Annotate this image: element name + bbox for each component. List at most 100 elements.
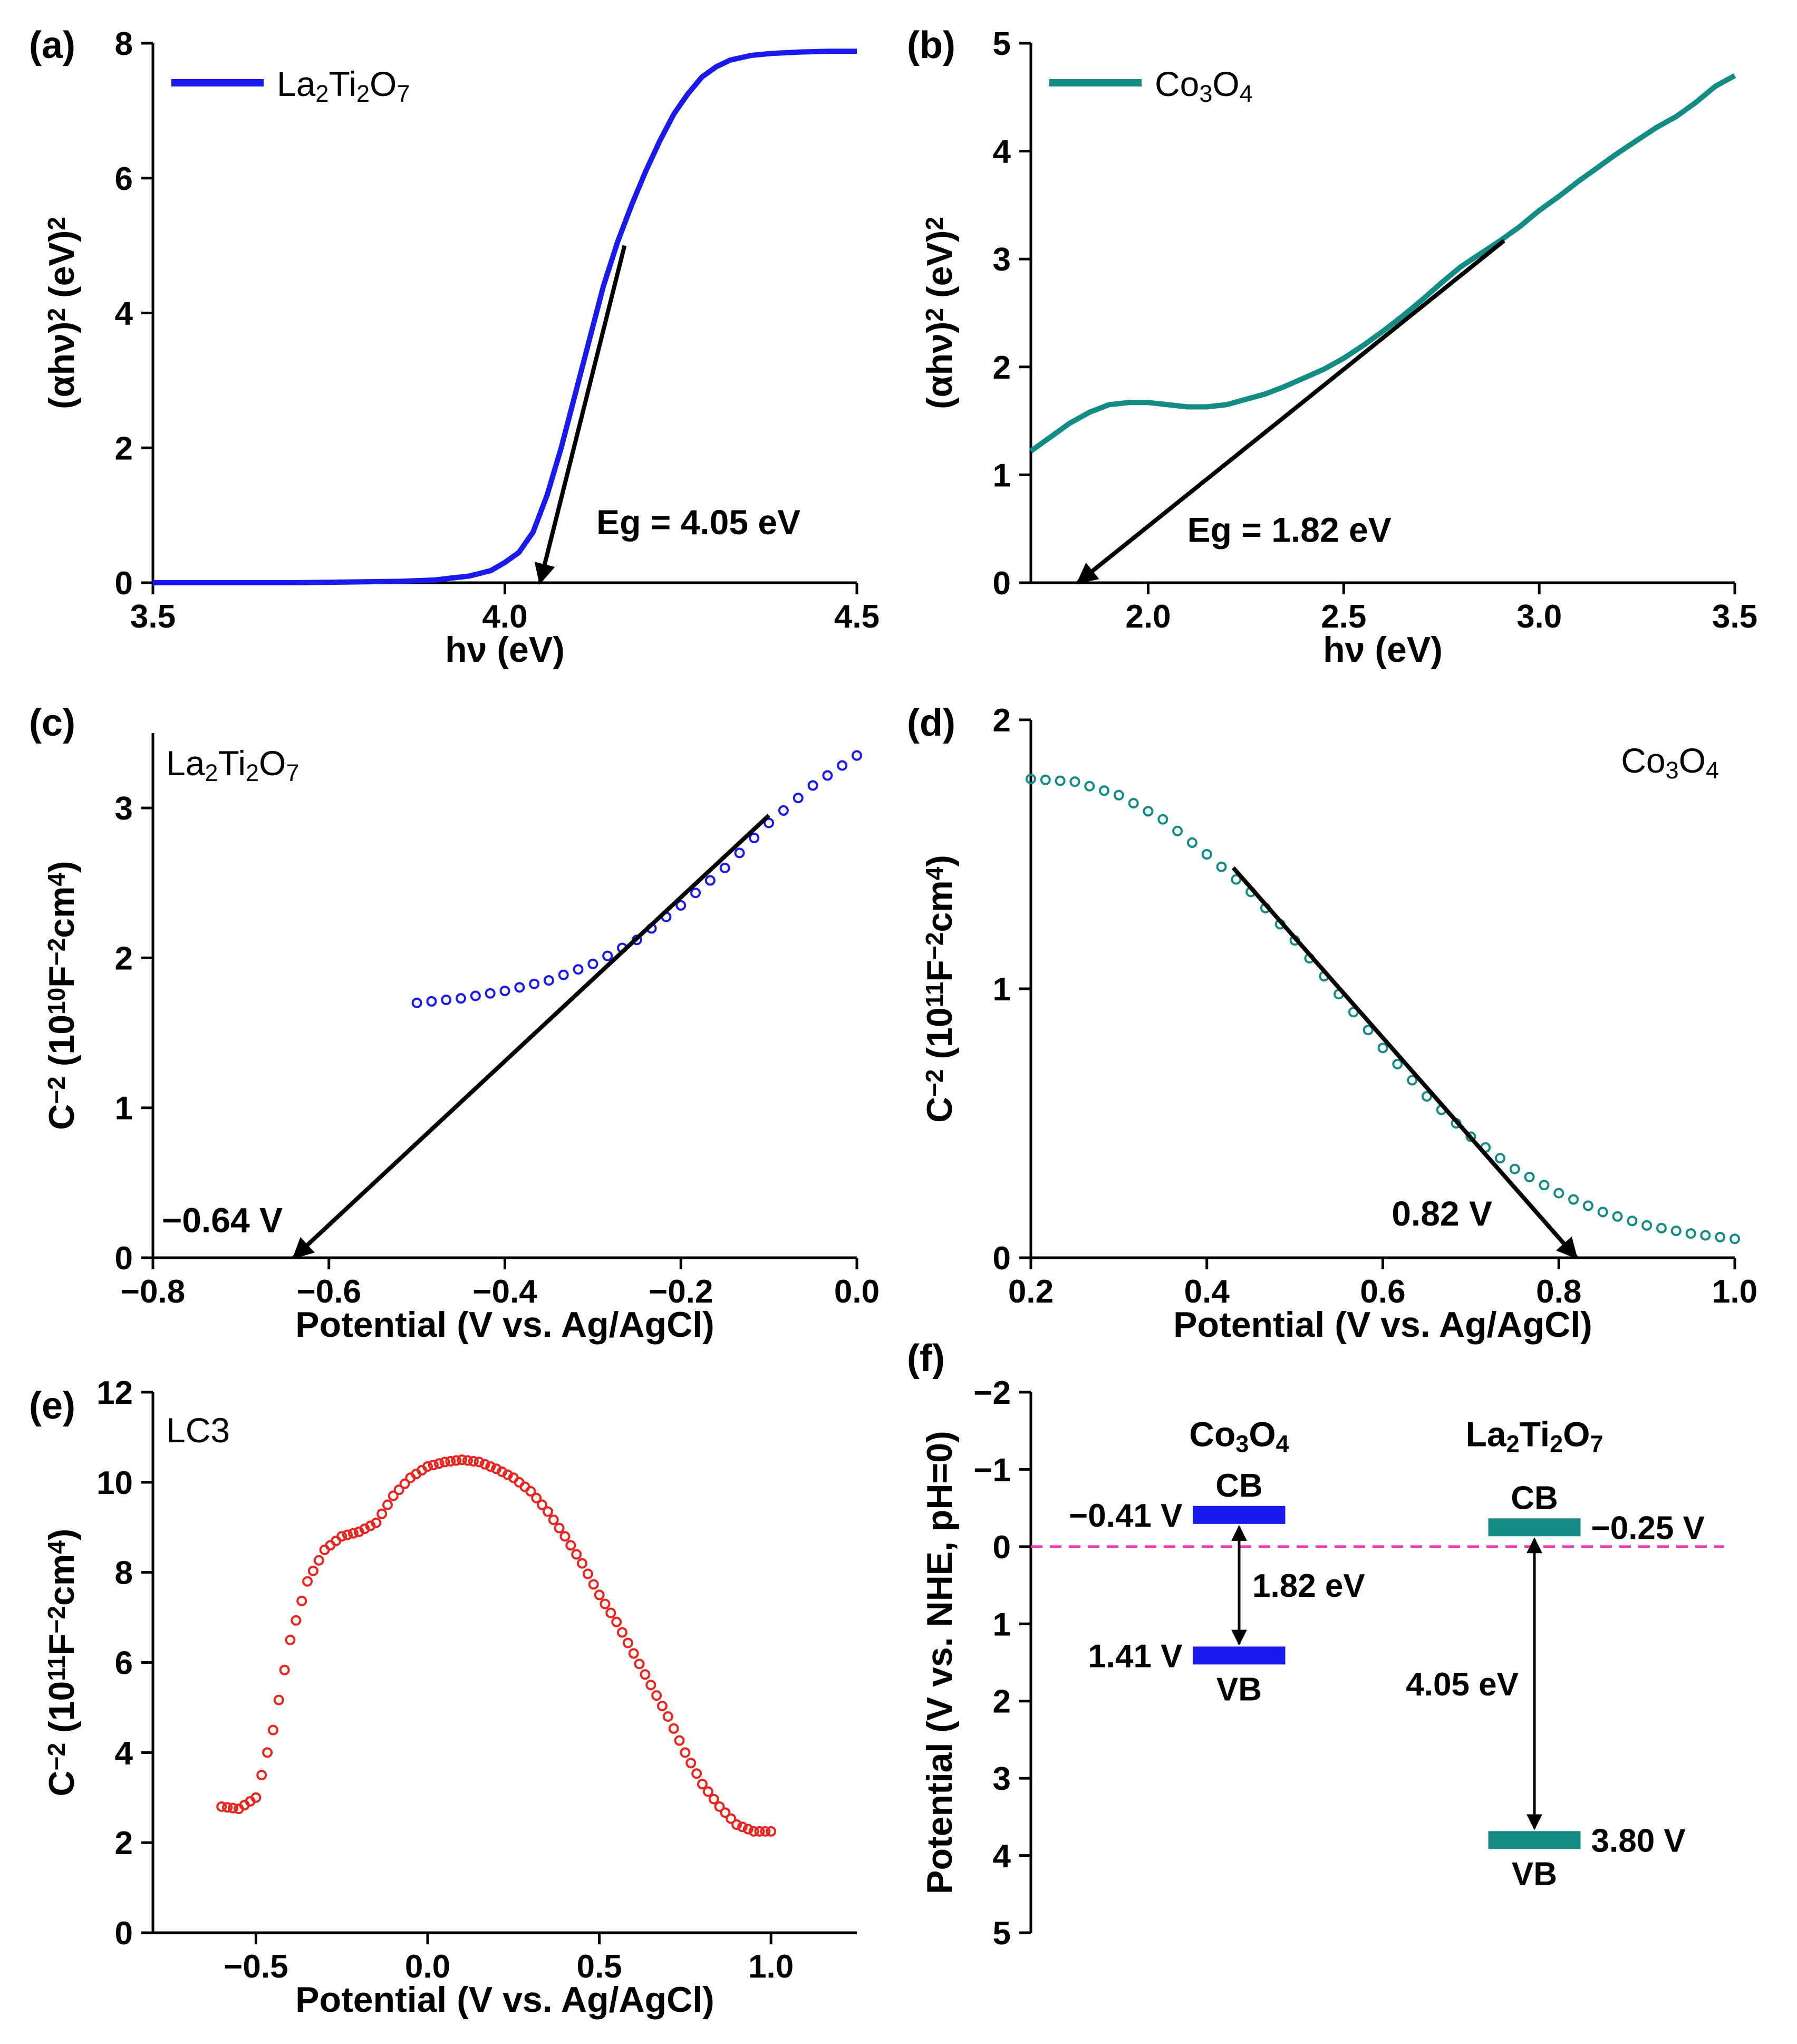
data-point (1700, 1230, 1711, 1241)
y-tick-label: 1 (993, 1606, 1011, 1643)
y-tick-label: 5 (993, 26, 1011, 62)
data-point (617, 1627, 627, 1638)
x-tick-label: 2.5 (1321, 599, 1366, 635)
data-point (1216, 861, 1227, 872)
data-point (1715, 1231, 1726, 1242)
data-point (793, 793, 804, 804)
data-point (680, 1747, 691, 1758)
data-point (426, 996, 437, 1007)
annotation: −0.64 V (162, 1201, 283, 1240)
data-point (256, 1770, 267, 1781)
data-point (543, 975, 554, 986)
data-point (1656, 1222, 1667, 1233)
data-point (1363, 1025, 1374, 1036)
data-point (742, 1824, 753, 1835)
data-point (342, 1529, 353, 1540)
data-point (600, 1598, 611, 1609)
plot-label: Co3O4 (1621, 741, 1719, 784)
data-point (656, 1701, 668, 1712)
y-tick-label: 2 (115, 940, 133, 977)
x-tick-label: 0.8 (1536, 1274, 1581, 1310)
data-point (1040, 774, 1051, 785)
data-point (262, 1747, 273, 1758)
y-tick-label: 3 (993, 242, 1011, 278)
data-point (1099, 785, 1110, 796)
data-point (279, 1664, 290, 1675)
data-point (388, 1490, 399, 1501)
data-point (1407, 1075, 1418, 1086)
y-tick-label: 0 (115, 565, 133, 602)
data-point (1069, 776, 1080, 787)
x-tick-label: 0.5 (576, 1949, 622, 1985)
data-point (719, 862, 730, 873)
y-tick-label: 0 (993, 565, 1011, 602)
data-point (1377, 1043, 1388, 1054)
material-name: Co3O4 (1189, 1415, 1289, 1458)
x-axis-label: Potential (V vs. Ag/AgCl) (295, 1980, 714, 2020)
data-point (1670, 1226, 1682, 1236)
y-tick-label: −1 (973, 1452, 1011, 1488)
cb-value: −0.41 V (1069, 1498, 1182, 1534)
data-point (634, 1659, 645, 1670)
data-point (1597, 1207, 1608, 1218)
data-point (822, 770, 833, 781)
data-point (1568, 1194, 1579, 1205)
data-point (470, 990, 481, 1001)
data-point (605, 1607, 616, 1618)
data-point (307, 1565, 318, 1576)
vb-bar (1193, 1646, 1286, 1665)
data-point (628, 1648, 639, 1659)
cb-label: CB (1511, 1480, 1558, 1516)
y-tick-label: 6 (115, 1645, 133, 1682)
y-tick-label: 2 (993, 702, 1011, 739)
y-axis-label: Potential (V vs. NHE, pH=0) (920, 1431, 960, 1894)
panel-2: (b) 0 1 2 3 4 5 2.0 2.5 3.0 3.5 hν (eV) (αhν)2 (eV)2… (907, 24, 1757, 670)
x-tick-label: 3.5 (1712, 599, 1757, 635)
y-tick-label: 10 (96, 1465, 133, 1501)
data-point (559, 1531, 571, 1542)
data-point (428, 1460, 439, 1471)
cb-value: −0.25 V (1591, 1510, 1705, 1546)
data-point (291, 1615, 302, 1626)
data-point (1231, 874, 1242, 885)
data-point (1685, 1228, 1696, 1239)
annotation: Eg = 1.82 eV (1187, 510, 1392, 549)
vb-label: VB (1216, 1671, 1262, 1708)
data-point (1627, 1216, 1638, 1227)
data-point (582, 1568, 593, 1579)
data-point (548, 1515, 559, 1526)
legend-label: Co3O4 (1155, 64, 1253, 107)
data-point (227, 1802, 238, 1814)
data-point (714, 1801, 725, 1812)
data-point (764, 817, 775, 828)
data-point (302, 1576, 313, 1587)
data-point (399, 1478, 410, 1489)
data-point (734, 847, 745, 859)
panel-tag: (e) (29, 1385, 75, 1427)
data-point (662, 1711, 673, 1722)
y-tick-label: 4 (993, 134, 1011, 170)
y-axis-label: (αhν)2 (eV)2 (42, 217, 82, 409)
annotation: Eg = 4.05 eV (596, 503, 800, 542)
y-tick-label: −2 (973, 1375, 1011, 1411)
x-tick-label: 4.0 (482, 599, 527, 635)
y-tick-label: 0 (993, 1529, 1011, 1566)
y-tick-label: 1 (993, 457, 1011, 494)
y-tick-label: 1 (993, 971, 1011, 1008)
data-point (702, 1786, 713, 1797)
data-point (445, 1455, 456, 1467)
data-point (456, 993, 467, 1004)
data-point (457, 1454, 468, 1465)
plot-label: LC3 (166, 1411, 230, 1450)
data-point (433, 1458, 445, 1469)
data-point (1539, 1180, 1550, 1191)
data-point (376, 1508, 388, 1519)
data-point (313, 1555, 324, 1566)
x-axis-label: Potential (V vs. Ag/AgCl) (295, 1305, 714, 1345)
data-point (250, 1792, 262, 1803)
x-tick-label: 1.0 (1712, 1274, 1757, 1310)
data-point (558, 969, 569, 980)
y-tick-label: 2 (115, 1825, 133, 1862)
data-point (1055, 775, 1066, 786)
